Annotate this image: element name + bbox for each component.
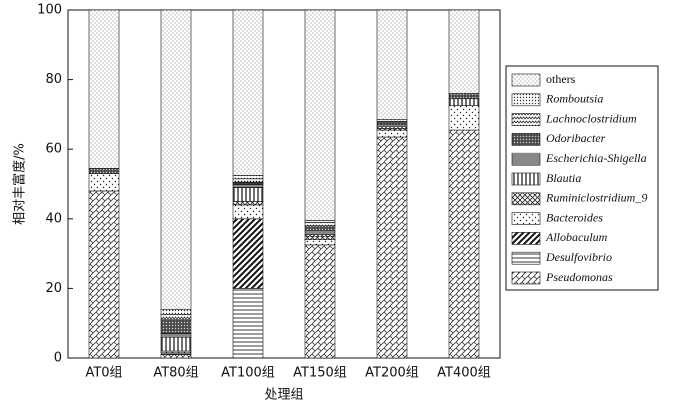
bar-segment [88, 9, 120, 169]
y-tick-label: 80 [45, 72, 62, 87]
bar-segment [232, 218, 264, 289]
bar-segment [448, 93, 480, 100]
bar-segment [376, 121, 408, 126]
legend-swatch [511, 271, 541, 285]
x-tick-label: AT100组 [221, 366, 275, 381]
bar-segment [160, 308, 192, 315]
bar-segment [232, 288, 264, 359]
legend-label: Romboutsia [545, 92, 603, 106]
legend-swatch [511, 93, 541, 107]
legend-label: Allobaculum [545, 230, 608, 244]
legend-swatch [511, 73, 541, 87]
bar-segment [160, 319, 192, 334]
legend-label: Ruminiclostridium_9 [545, 191, 647, 205]
x-tick-label: AT80组 [153, 366, 198, 381]
y-tick-label: 60 [45, 142, 62, 157]
legend-swatch [511, 192, 541, 206]
x-tick-label: AT150组 [293, 366, 347, 381]
x-tick-label: AT0组 [85, 366, 122, 381]
x-tick-label: AT400组 [437, 366, 491, 381]
legend-label: Escherichia-Shigella [545, 151, 647, 165]
legend-label: Desulfovibrio [545, 250, 612, 264]
bar-segment [88, 173, 120, 192]
bar-segment [232, 183, 264, 188]
bar-segment [160, 9, 192, 310]
bar-segment [304, 235, 336, 240]
bar-segment [376, 9, 408, 120]
bar-segment [160, 333, 192, 338]
bar-segment [160, 336, 192, 352]
bar-segment [232, 204, 264, 220]
legend-swatch [511, 251, 541, 265]
bar-segment [448, 9, 480, 94]
bar-segment [448, 129, 480, 359]
y-tick-label: 0 [54, 351, 62, 366]
bar-segment [232, 201, 264, 206]
bar-segment [448, 98, 480, 106]
bar-segment [304, 230, 336, 235]
bar-segment [232, 178, 264, 183]
bar-segment [304, 225, 336, 232]
legend-label: Blautia [546, 171, 581, 185]
bar-segment [88, 190, 120, 359]
bar-segment [376, 129, 408, 138]
bar-segment [232, 175, 264, 180]
bar-segment [304, 239, 336, 246]
bar-segment [88, 168, 120, 174]
legend-swatch [511, 232, 541, 245]
legend-label: Lachnoclostridium [545, 111, 637, 125]
bar-segment [304, 9, 336, 221]
legend-label: Odoribacter [546, 131, 606, 145]
y-tick-label: 100 [37, 3, 62, 18]
x-tick-label: AT200组 [365, 366, 419, 381]
bar-segment [232, 9, 264, 176]
legend-swatch [511, 113, 541, 126]
legend-swatch [511, 212, 541, 225]
bar-segment [304, 244, 336, 359]
y-axis-title: 相对丰富度/% [12, 143, 28, 225]
plot-frame [67, 9, 501, 359]
bar-segment [232, 187, 264, 202]
legend-label: others [546, 72, 576, 86]
y-tick-label: 40 [45, 211, 62, 226]
x-axis-title: 处理组 [264, 388, 303, 403]
legend-swatch [511, 172, 541, 186]
y-tick-label: 20 [45, 281, 62, 296]
bar-segment [160, 354, 192, 359]
bar-segment [160, 314, 192, 321]
legend-swatch [511, 133, 541, 146]
legend-label: Pseudomonas [545, 270, 613, 284]
legend-label: Bacteroides [546, 210, 603, 224]
bar-segment [376, 136, 408, 359]
legend-swatch [511, 152, 541, 166]
bar-segment [304, 221, 336, 227]
bar-segment [448, 105, 480, 131]
